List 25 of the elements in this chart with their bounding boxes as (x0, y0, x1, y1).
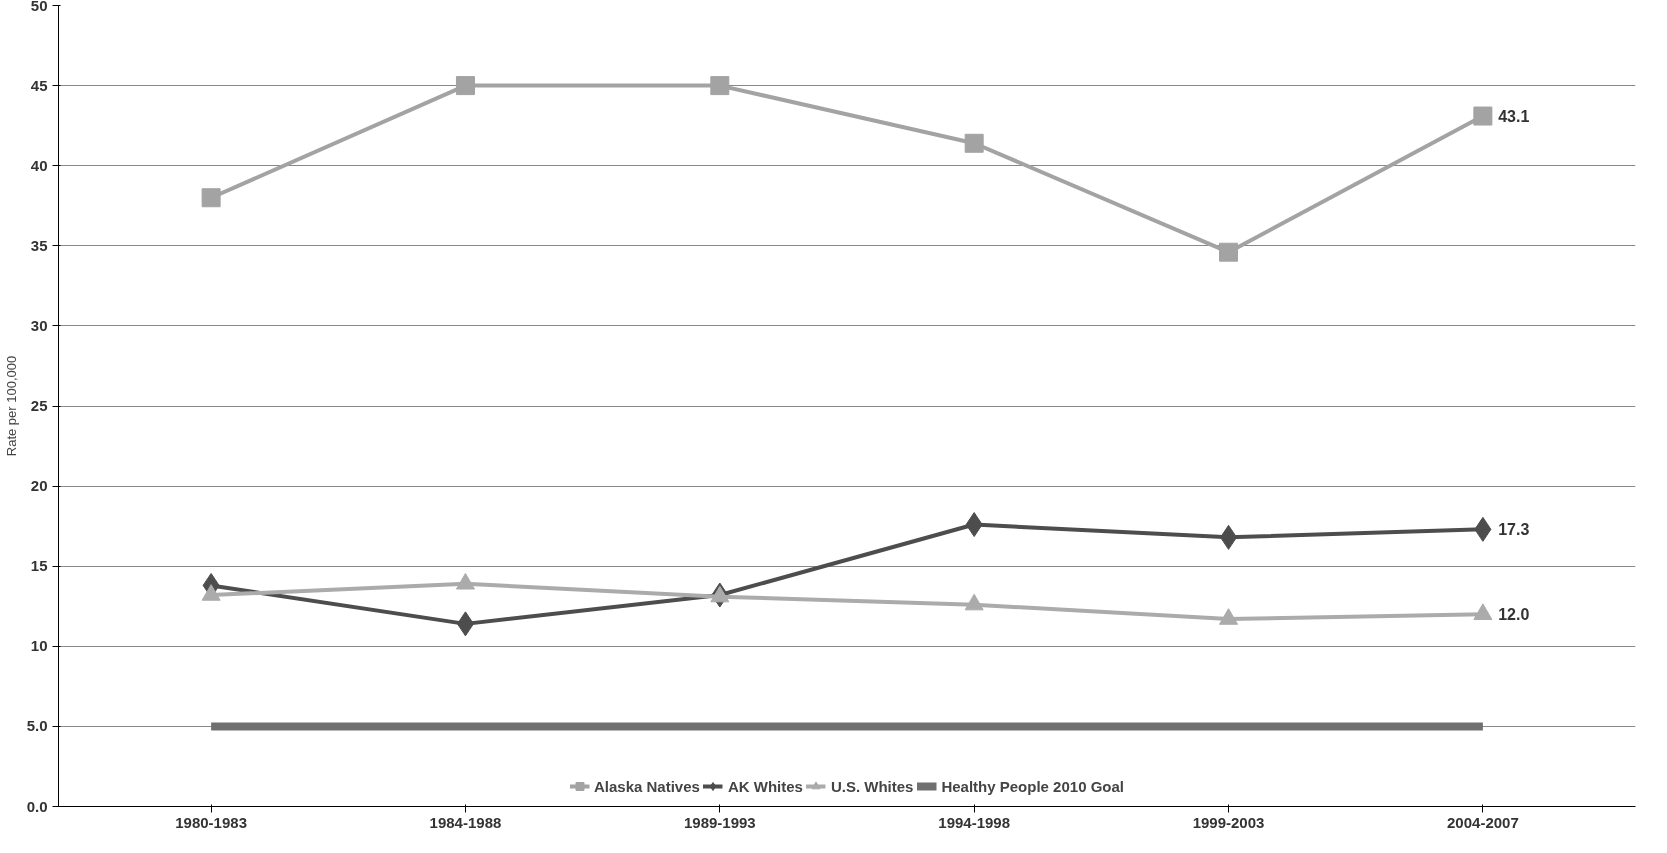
y-tick-label: 35 (30, 236, 48, 254)
y-tick-label: 0.0 (26, 797, 48, 815)
y-axis-title: Rate per 100,000 (3, 355, 19, 457)
data-label: 43.1 (1498, 108, 1530, 126)
x-tick-label: 1994-1998 (938, 813, 1011, 831)
y-tick-label: 25 (30, 397, 48, 414)
data-label: 17.3 (1498, 521, 1530, 539)
y-tick-label: 50 (30, 0, 48, 14)
data-label: 12.0 (1498, 606, 1530, 624)
y-tick-label: 5.0 (26, 717, 48, 735)
x-tick-label: 1984-1988 (429, 813, 502, 831)
x-tick-label: 2004-2007 (1447, 813, 1519, 831)
y-tick-label: 10 (30, 637, 48, 655)
y-tick-label: 45 (30, 76, 48, 94)
legend-label: AK Whites (727, 777, 803, 795)
legend-label: Healthy People 2010 Goal (941, 777, 1124, 795)
y-tick-label: 15 (30, 557, 48, 575)
y-tick-label: 20 (30, 477, 48, 495)
y-tick-label: 40 (30, 156, 48, 174)
x-tick-label: 1989-1993 (683, 813, 756, 831)
x-tick-label: 1980-1983 (175, 813, 247, 831)
legend-label: Alaska Natives (594, 777, 700, 795)
y-tick-label: 30 (30, 316, 48, 334)
x-tick-label: 1999-2003 (1192, 813, 1265, 831)
legend-label: U.S. Whites (830, 777, 914, 795)
